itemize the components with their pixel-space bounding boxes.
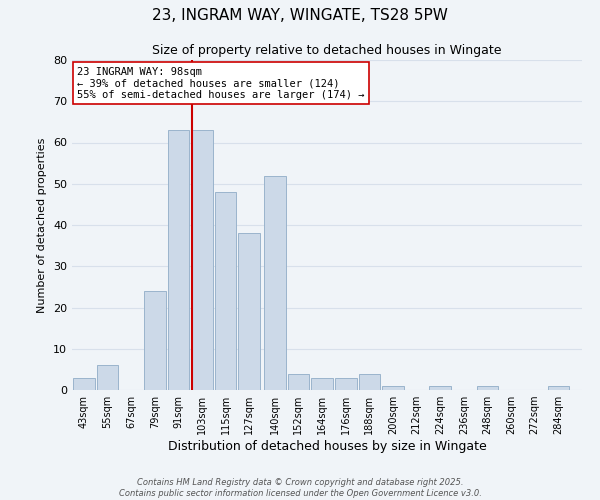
Bar: [359, 374, 380, 390]
Text: 23, INGRAM WAY, WINGATE, TS28 5PW: 23, INGRAM WAY, WINGATE, TS28 5PW: [152, 8, 448, 22]
Bar: [97, 365, 118, 390]
Bar: [335, 378, 356, 390]
Bar: [430, 386, 451, 390]
Bar: [215, 192, 236, 390]
Bar: [287, 374, 309, 390]
Text: Contains HM Land Registry data © Crown copyright and database right 2025.
Contai: Contains HM Land Registry data © Crown c…: [119, 478, 481, 498]
Text: 23 INGRAM WAY: 98sqm
← 39% of detached houses are smaller (124)
55% of semi-deta: 23 INGRAM WAY: 98sqm ← 39% of detached h…: [77, 66, 365, 100]
X-axis label: Distribution of detached houses by size in Wingate: Distribution of detached houses by size …: [167, 440, 487, 453]
Bar: [548, 386, 569, 390]
Bar: [382, 386, 404, 390]
Bar: [238, 233, 260, 390]
Bar: [144, 291, 166, 390]
Bar: [73, 378, 95, 390]
Bar: [476, 386, 499, 390]
Title: Size of property relative to detached houses in Wingate: Size of property relative to detached ho…: [152, 44, 502, 58]
Bar: [167, 130, 189, 390]
Bar: [311, 378, 333, 390]
Bar: [264, 176, 286, 390]
Y-axis label: Number of detached properties: Number of detached properties: [37, 138, 47, 312]
Bar: [191, 130, 213, 390]
